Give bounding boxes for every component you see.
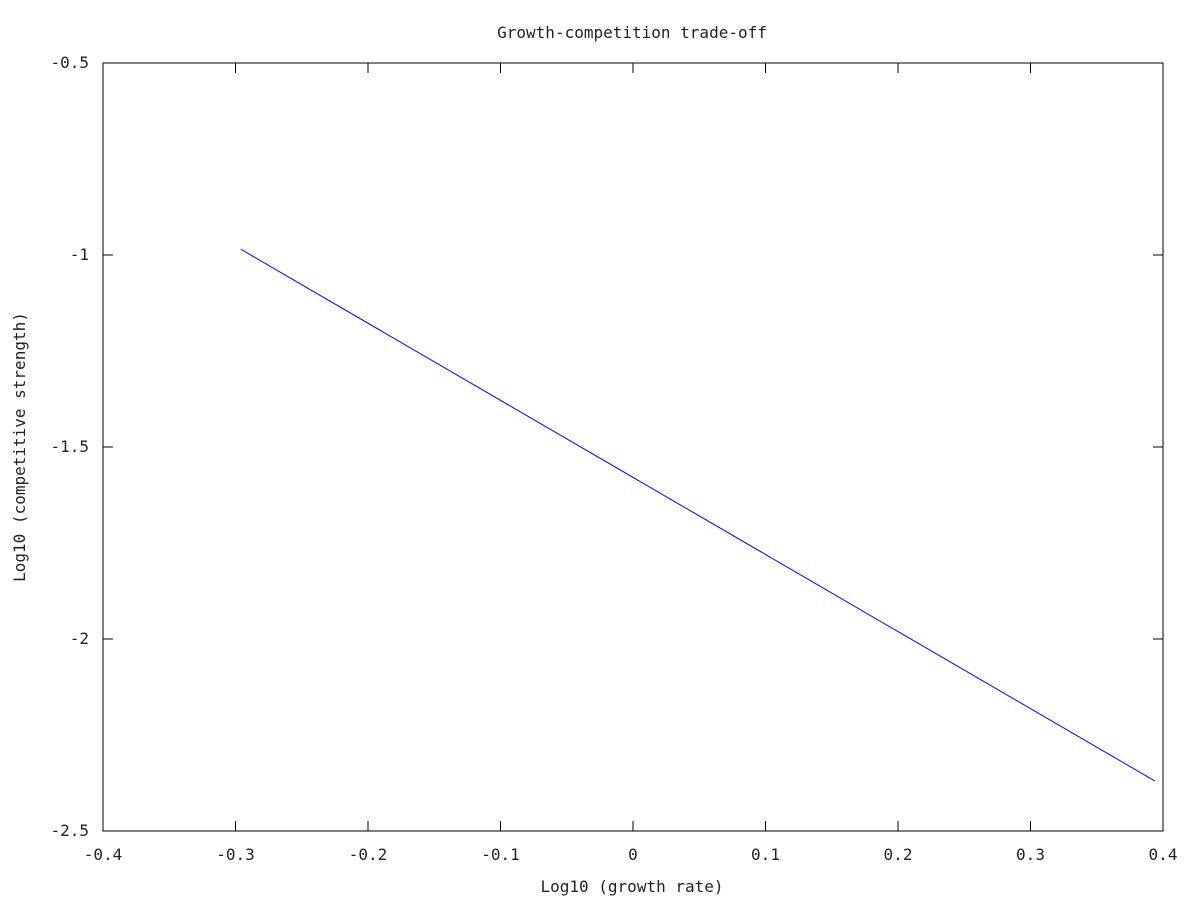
x-tick-label: 0.1 <box>751 845 780 864</box>
x-tick-label: -0.2 <box>349 845 388 864</box>
y-axis-label: Log10 (competitive strength) <box>10 312 29 582</box>
series-layer <box>240 248 1156 782</box>
x-tick-label: 0 <box>628 845 638 864</box>
x-tick-label: 0.2 <box>884 845 913 864</box>
y-tick-label: -0.5 <box>50 53 89 72</box>
y-tick-label: -1.5 <box>50 437 89 456</box>
y-tick-label: -2 <box>70 629 89 648</box>
series-line <box>240 248 1156 782</box>
chart-title: Growth-competition trade-off <box>497 23 767 42</box>
tick-labels: -0.4 -0.3 -0.2 -0.1 0 0.1 0.2 0.3 0.4 -2.5 -2 -1.5 -… <box>50 53 1177 864</box>
x-tick-label: 0.4 <box>1149 845 1178 864</box>
x-tick-label: 0.3 <box>1016 845 1045 864</box>
y-tick-label: -2.5 <box>50 821 89 840</box>
y-tick-label: -1 <box>70 245 89 264</box>
x-axis-label: Log10 (growth rate) <box>540 877 723 896</box>
x-tick-label: -0.4 <box>84 845 123 864</box>
axis-ticks <box>102 62 1164 832</box>
x-tick-label: -0.1 <box>481 845 520 864</box>
x-tick-label: -0.3 <box>216 845 255 864</box>
